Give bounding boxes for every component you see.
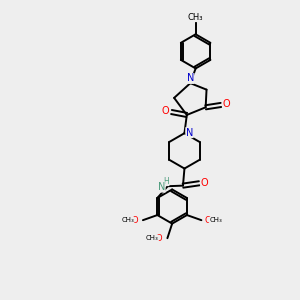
Text: N: N [186,128,193,138]
Text: CH₃: CH₃ [121,217,134,223]
Text: O: O [162,106,170,116]
Text: CH₃: CH₃ [188,13,203,22]
Text: H: H [163,177,169,186]
Text: N: N [187,74,194,83]
Text: O: O [222,99,230,110]
Text: O: O [156,234,163,243]
Text: O: O [131,216,138,225]
Text: N: N [158,182,165,192]
Text: O: O [205,216,211,225]
Text: CH₃: CH₃ [209,217,222,223]
Text: CH₃: CH₃ [146,235,158,241]
Text: O: O [201,178,208,188]
